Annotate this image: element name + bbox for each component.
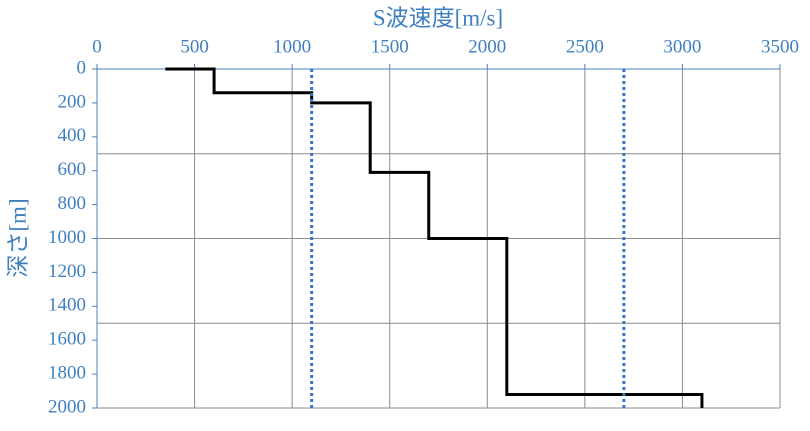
y-axis-label: 深さ[m] <box>5 198 30 277</box>
y-tick-label: 1000 <box>48 227 86 248</box>
y-tick-label: 1800 <box>48 362 86 383</box>
y-tick-label: 1200 <box>48 261 86 282</box>
y-tick-label: 400 <box>58 125 87 146</box>
y-tick-label: 1600 <box>48 329 86 350</box>
x-tick-label: 2000 <box>468 36 506 57</box>
y-tick-label: 1400 <box>48 295 86 316</box>
x-tick-label: 1000 <box>273 36 311 57</box>
y-tick-label: 0 <box>77 57 87 78</box>
x-tick-label: 1500 <box>371 36 409 57</box>
x-tick-label: 0 <box>92 36 102 57</box>
x-tick-label: 3000 <box>663 36 701 57</box>
y-tick-label: 800 <box>58 193 87 214</box>
chart-title: S波速度[m/s] <box>373 5 503 30</box>
x-tick-label: 500 <box>180 36 209 57</box>
x-tick-label: 3500 <box>761 36 799 57</box>
y-tick-label: 2000 <box>48 396 86 417</box>
profile-line <box>165 67 704 408</box>
x-tick-label: 2500 <box>566 36 604 57</box>
y-tick-label: 200 <box>58 91 87 112</box>
y-tick-label: 600 <box>58 159 87 180</box>
